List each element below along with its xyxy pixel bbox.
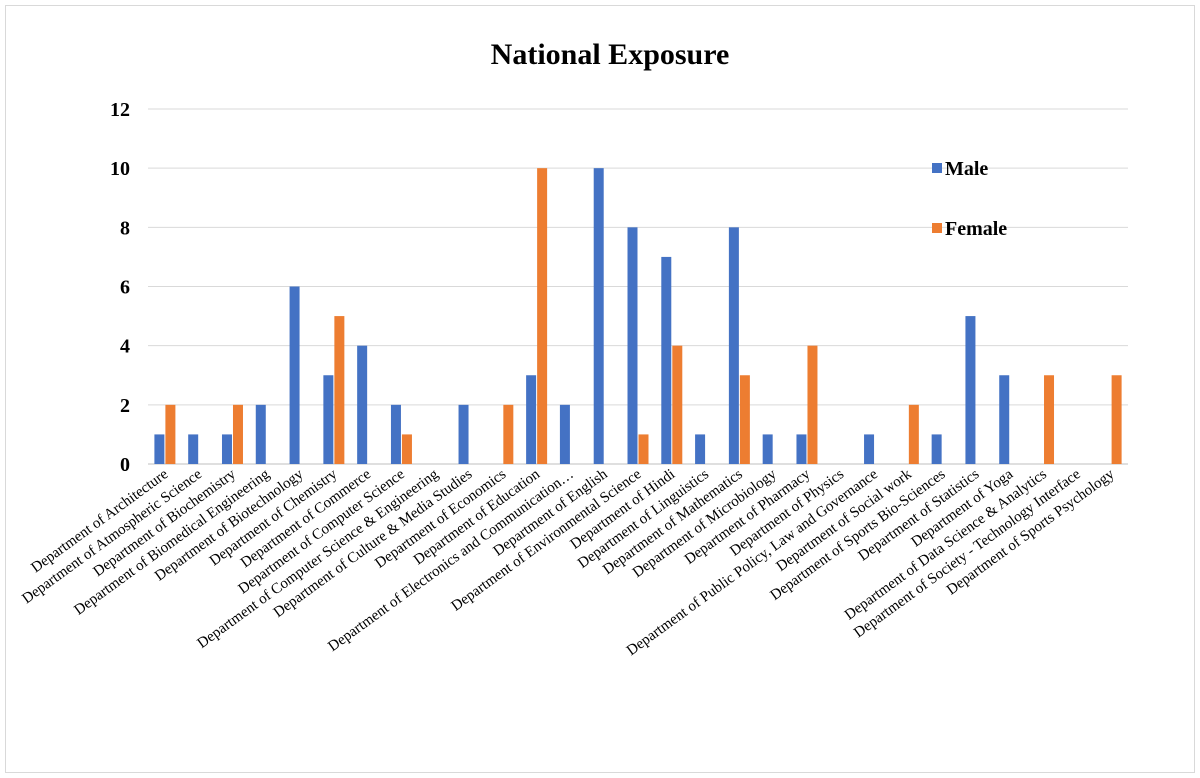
y-tick-label: 4 xyxy=(120,336,130,358)
bar-male xyxy=(559,404,570,464)
bar-female xyxy=(334,316,345,464)
bar-male xyxy=(627,227,638,464)
bar-female xyxy=(908,404,919,464)
bar-male xyxy=(864,434,875,464)
bar-male xyxy=(458,404,469,464)
y-axis-ticks: 0 2 4 6 8 10 12 xyxy=(110,99,130,476)
bar-male xyxy=(255,404,266,464)
legend-label-female: Female xyxy=(945,218,1007,240)
bar-female xyxy=(1111,375,1122,464)
bar-male xyxy=(728,227,739,464)
bar-male xyxy=(357,345,368,464)
bar-male xyxy=(526,375,537,464)
bar-female xyxy=(401,434,412,464)
legend-label-male: Male xyxy=(945,158,988,180)
y-tick-label: 12 xyxy=(110,99,130,121)
bars xyxy=(154,168,1122,464)
y-tick-label: 2 xyxy=(120,395,130,417)
legend-swatch-male xyxy=(932,163,942,173)
bar-male xyxy=(762,434,773,464)
bar-male xyxy=(931,434,942,464)
legend-swatch-female xyxy=(932,223,942,233)
bar-male xyxy=(695,434,706,464)
bar-female xyxy=(672,345,683,464)
bar-female xyxy=(807,345,818,464)
y-tick-label: 6 xyxy=(120,277,130,299)
bar-male xyxy=(188,434,199,464)
bar-male xyxy=(154,434,165,464)
bar-male xyxy=(221,434,232,464)
gridlines xyxy=(148,108,1128,465)
bar-female xyxy=(537,168,548,464)
bar-female xyxy=(232,404,243,464)
bar-male xyxy=(965,316,976,464)
bar-male xyxy=(289,286,300,464)
legend: Male Female xyxy=(932,158,1007,240)
bar-female xyxy=(638,434,649,464)
bar-male xyxy=(323,375,334,464)
bar-male xyxy=(661,256,672,464)
y-tick-label: 0 xyxy=(120,454,130,476)
bar-female xyxy=(739,375,750,464)
y-tick-label: 8 xyxy=(120,217,130,239)
bar-male xyxy=(390,404,401,464)
bar-female xyxy=(503,404,514,464)
bar-female xyxy=(1044,375,1055,464)
bar-male xyxy=(593,168,604,464)
bar-male xyxy=(796,434,807,464)
chart-title: National Exposure xyxy=(491,38,730,71)
bar-male xyxy=(999,375,1010,464)
y-tick-label: 10 xyxy=(110,158,130,180)
bar-female xyxy=(165,404,176,464)
